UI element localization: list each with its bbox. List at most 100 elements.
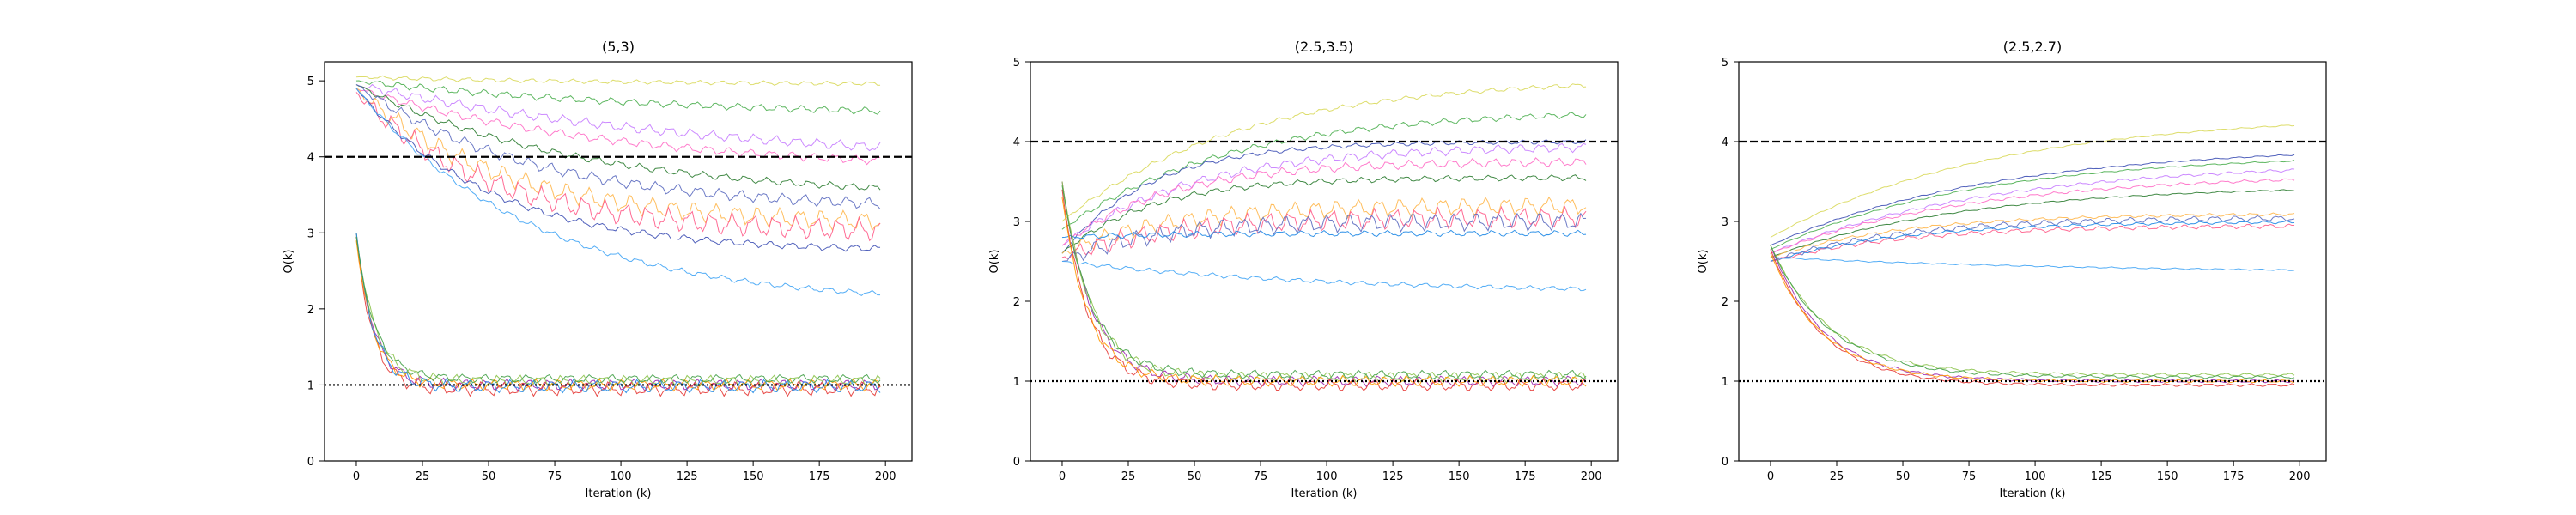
y-tick-label: 5 <box>1013 57 1020 70</box>
x-tick-label: 100 <box>2025 470 2046 483</box>
y-tick-label: 0 <box>1722 456 1728 469</box>
series-line-16 <box>1770 245 2295 379</box>
x-axis-label: Iteration (k) <box>1291 488 1358 500</box>
x-tick-label: 150 <box>1449 470 1470 483</box>
series-line-1 <box>1061 83 1587 222</box>
x-tick-label: 175 <box>1515 470 1536 483</box>
series-line-4 <box>1061 142 1587 246</box>
y-tick-label: 3 <box>307 227 314 240</box>
x-tick-label: 200 <box>875 470 896 483</box>
y-tick-label: 2 <box>1013 296 1020 309</box>
x-tick-label: 50 <box>1896 470 1911 483</box>
series-line-16 <box>1061 185 1587 380</box>
x-tick-label: 75 <box>1962 470 1977 483</box>
series-line-3 <box>1061 139 1587 254</box>
chart-panel-2: 0 25 50 75 100 125 150 175 200 0 1 2 3 4 5 (2.5,3.5) Ite… <box>988 39 1619 500</box>
series-line-5 <box>1061 157 1587 246</box>
series-line-14 <box>355 240 881 392</box>
chart-title: (2.5,3.5) <box>1295 39 1353 55</box>
x-tick-label: 0 <box>353 470 360 483</box>
x-tick-label: 175 <box>2223 470 2245 483</box>
x-tick-label: 75 <box>548 470 562 483</box>
series-line-1 <box>1770 124 2295 239</box>
chart-panel-3: 0 25 50 75 100 125 150 175 200 0 1 2 3 4 5 (2.5,2.7) Ite… <box>1697 39 2327 500</box>
x-tick-label: 25 <box>416 470 430 483</box>
plot-frame <box>324 61 913 462</box>
x-tick-label: 100 <box>1316 470 1338 483</box>
plot-frame <box>1738 61 2327 462</box>
y-axis-label: O(k) <box>1697 250 1710 274</box>
x-tick-label: 25 <box>1830 470 1844 483</box>
series-line-15 <box>1061 197 1587 387</box>
x-tick-label: 125 <box>2091 470 2112 483</box>
y-tick-label: 3 <box>1722 216 1728 229</box>
series-line-6 <box>1061 174 1587 254</box>
series-line-6 <box>1770 189 2295 258</box>
series-line-10 <box>355 88 881 296</box>
x-tick-label: 100 <box>611 470 632 483</box>
series-line-11 <box>1770 257 2295 271</box>
y-tick-label: 2 <box>1722 296 1728 309</box>
series-line-5 <box>1770 178 2295 254</box>
series-line-16 <box>355 236 881 384</box>
series-line-6 <box>355 84 881 209</box>
y-tick-label: 1 <box>307 379 314 392</box>
series-line-15 <box>1770 252 2295 384</box>
series-group <box>1061 83 1587 391</box>
series-line-2 <box>1061 112 1587 230</box>
x-tick-label: 200 <box>2289 470 2311 483</box>
x-axis-label: Iteration (k) <box>2000 488 2066 500</box>
y-tick-label: 4 <box>307 152 314 165</box>
x-tick-label: 75 <box>1254 470 1268 483</box>
chart-title: (5,3) <box>602 39 635 55</box>
y-tick-label: 3 <box>1013 216 1020 229</box>
x-tick-label: 50 <box>1188 470 1202 483</box>
series-line-12 <box>355 236 881 397</box>
y-tick-label: 4 <box>1722 136 1728 149</box>
x-tick-label: 200 <box>1581 470 1602 483</box>
y-tick-label: 0 <box>307 456 314 469</box>
y-axis-label: O(k) <box>283 250 295 274</box>
x-tick-label: 150 <box>743 470 764 483</box>
series-line-13 <box>1770 249 2295 387</box>
x-tick-label: 150 <box>2157 470 2178 483</box>
x-tick-label: 0 <box>1059 470 1066 483</box>
series-line-10 <box>1770 220 2295 262</box>
y-axis-label: O(k) <box>988 250 1001 274</box>
y-tick-label: 2 <box>307 304 314 317</box>
x-tick-label: 125 <box>1382 470 1404 483</box>
series-line-3 <box>1770 160 2295 251</box>
series-line-7 <box>1770 215 2295 262</box>
series-line-8 <box>1770 212 2295 258</box>
series-line-2 <box>355 80 881 115</box>
series-line-1 <box>355 75 881 87</box>
series-line-8 <box>355 92 881 242</box>
y-tick-label: 0 <box>1013 456 1020 469</box>
x-tick-label: 175 <box>809 470 830 483</box>
y-tick-label: 1 <box>1013 376 1020 389</box>
y-tick-label: 5 <box>1722 57 1728 70</box>
x-tick-label: 125 <box>677 470 698 483</box>
x-tick-label: 0 <box>1767 470 1774 483</box>
chart-title: (2.5,2.7) <box>2003 39 2062 55</box>
series-line-10 <box>1061 229 1587 239</box>
x-tick-label: 50 <box>482 470 496 483</box>
series-line-7 <box>355 88 881 232</box>
series-line-9 <box>1770 223 2295 262</box>
y-tick-label: 4 <box>1013 136 1020 149</box>
series-line-5 <box>355 84 881 191</box>
series-line-4 <box>1770 168 2295 254</box>
series-line-4 <box>355 88 881 166</box>
y-tick-label: 1 <box>1722 376 1728 389</box>
series-line-7 <box>1061 196 1587 255</box>
series-line-2 <box>1770 154 2295 246</box>
series-line-9 <box>355 88 881 252</box>
series-line-11 <box>1061 261 1587 292</box>
series-line-3 <box>355 83 881 152</box>
x-tick-label: 25 <box>1121 470 1136 483</box>
y-tick-label: 5 <box>307 76 314 88</box>
series-line-9 <box>1061 212 1587 262</box>
plot-frame <box>1030 61 1619 462</box>
